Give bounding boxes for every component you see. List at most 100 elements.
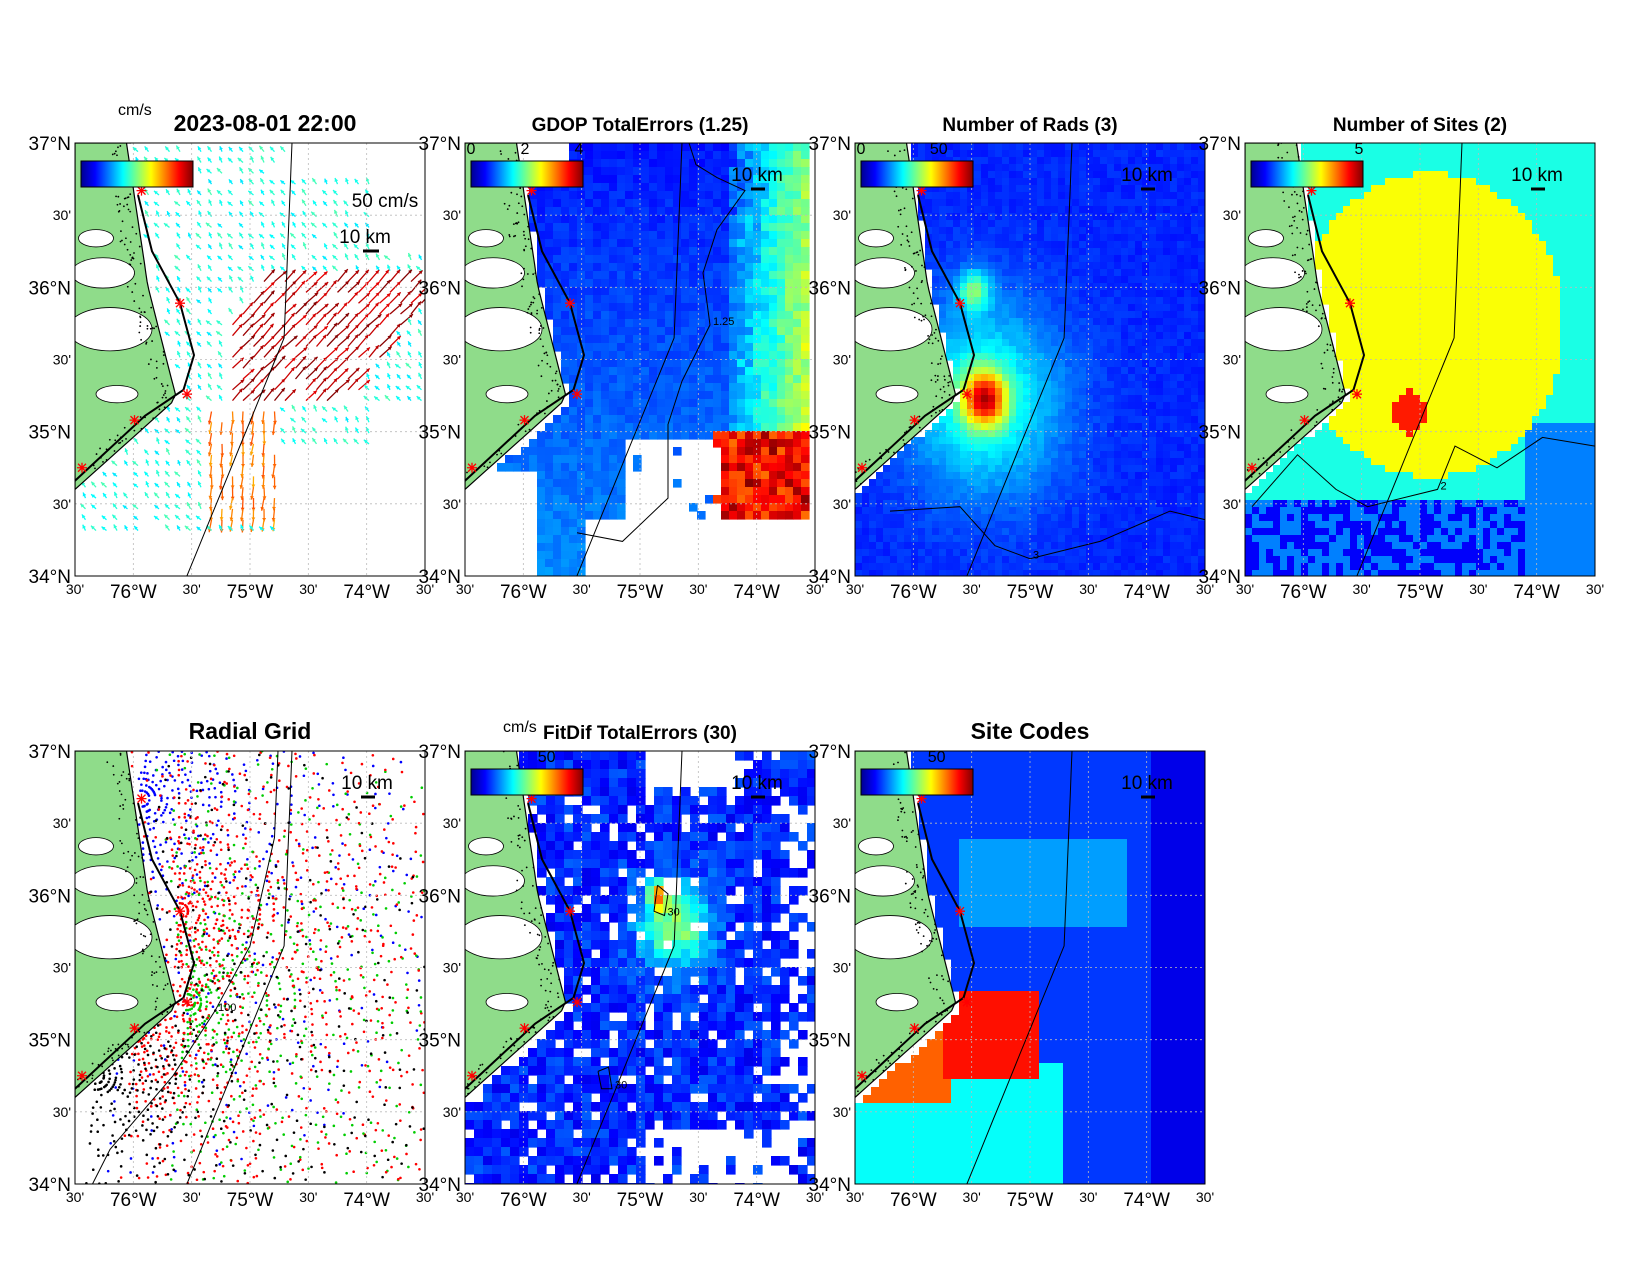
raster-cell xyxy=(553,207,562,216)
current-vector xyxy=(418,372,423,380)
shore-dot xyxy=(121,239,123,242)
raster-cell xyxy=(585,303,594,312)
raster-cell xyxy=(649,191,658,200)
raster-cell xyxy=(657,279,666,288)
raster-cell xyxy=(617,143,626,152)
raster-cell xyxy=(953,444,961,452)
current-vector xyxy=(174,471,181,477)
raster-cell xyxy=(1156,346,1164,354)
raster-cell xyxy=(932,493,940,501)
raster-cell xyxy=(1142,416,1150,424)
raster-cell xyxy=(1030,192,1038,200)
raster-cell xyxy=(1009,521,1017,529)
raster-cell xyxy=(1051,276,1059,284)
raster-cell xyxy=(1009,346,1017,354)
current-vector xyxy=(175,308,181,315)
raster-cell xyxy=(1023,150,1031,158)
raster-cell xyxy=(911,542,919,550)
raster-cell xyxy=(633,463,642,472)
raster-cell xyxy=(967,542,975,550)
raster-cell xyxy=(753,239,762,248)
raster-cell xyxy=(769,407,778,416)
raster-cell xyxy=(1107,521,1115,529)
raster-cell xyxy=(785,327,794,336)
raster-cell xyxy=(1142,164,1150,172)
raster-cell xyxy=(1184,311,1192,319)
shore-dot xyxy=(158,408,161,411)
raster-cell xyxy=(729,367,738,376)
raster-cell xyxy=(633,279,642,288)
raster-cell xyxy=(1170,360,1178,368)
raster-cell xyxy=(601,479,610,488)
raster-cell xyxy=(617,271,626,280)
raster-cell xyxy=(1107,374,1115,382)
raster-cell xyxy=(1044,430,1052,438)
current-vector xyxy=(176,188,181,196)
raster-cell xyxy=(1156,458,1164,466)
raster-cell xyxy=(1107,255,1115,263)
raster-cell xyxy=(1114,346,1122,354)
raster-cell xyxy=(801,439,810,448)
raster-cell xyxy=(1191,227,1199,235)
raster-cell xyxy=(697,215,706,224)
raster-cell xyxy=(745,455,754,464)
raster-cell xyxy=(897,556,905,564)
raster-cell xyxy=(697,279,706,288)
raster-cell xyxy=(981,381,989,389)
raster-cell xyxy=(1016,150,1024,158)
raster-cell xyxy=(1093,283,1101,291)
raster-cell xyxy=(890,465,898,473)
raster-cell xyxy=(625,223,634,232)
raster-cell xyxy=(855,514,863,522)
current-vector xyxy=(124,524,129,531)
raster-cell xyxy=(793,319,802,328)
raster-cell xyxy=(1016,542,1024,550)
raster-cell xyxy=(625,271,634,280)
current-vector xyxy=(101,515,107,521)
raster-cell xyxy=(585,431,594,440)
raster-cell xyxy=(625,295,634,304)
raster-cell xyxy=(995,171,1003,179)
x-tick-label: 30' xyxy=(66,581,84,597)
raster-cell xyxy=(974,402,982,410)
raster-cell xyxy=(1086,185,1094,193)
current-vector xyxy=(163,514,170,521)
raster-cell xyxy=(689,303,698,312)
current-vector xyxy=(207,443,213,457)
raster-cell xyxy=(1170,171,1178,179)
raster-cell xyxy=(529,207,538,216)
raster-cell xyxy=(745,247,754,256)
raster-cell xyxy=(1030,542,1038,550)
raster-cell xyxy=(657,151,666,160)
raster-cell xyxy=(1184,367,1192,375)
raster-cell xyxy=(1198,339,1205,347)
raster-cell xyxy=(1086,493,1094,501)
raster-cell xyxy=(777,423,786,432)
raster-cell xyxy=(761,167,770,176)
raster-cell xyxy=(1198,514,1205,522)
raster-cell xyxy=(769,167,778,176)
raster-cell xyxy=(649,351,658,360)
current-vector xyxy=(258,526,265,532)
raster-cell xyxy=(897,472,905,480)
raster-cell xyxy=(1191,549,1199,557)
raster-cell xyxy=(585,263,594,272)
raster-cell xyxy=(946,409,954,417)
raster-cell xyxy=(981,514,989,522)
raster-cell xyxy=(609,287,618,296)
raster-cell xyxy=(617,311,626,320)
raster-cell xyxy=(593,303,602,312)
current-vector xyxy=(228,211,234,217)
raster-cell xyxy=(769,191,778,200)
current-vector xyxy=(343,405,349,412)
raster-cell xyxy=(769,287,778,296)
raster-cell xyxy=(1044,150,1052,158)
raster-cell xyxy=(946,325,954,333)
raster-cell xyxy=(1177,416,1185,424)
raster-cell xyxy=(777,231,786,240)
raster-cell xyxy=(1170,234,1178,242)
raster-cell xyxy=(1072,185,1080,193)
raster-cell xyxy=(625,367,634,376)
shore-dot xyxy=(152,417,155,420)
raster-cell xyxy=(883,549,891,557)
